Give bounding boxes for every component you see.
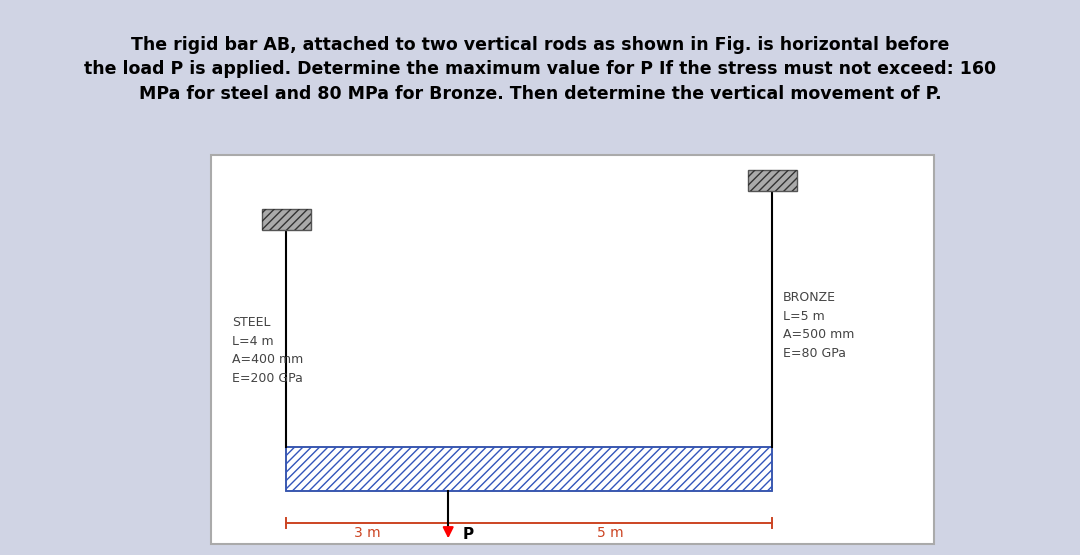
- Text: 3 m: 3 m: [354, 526, 380, 539]
- Bar: [286, 447, 772, 491]
- Text: The rigid bar AB, attached to two vertical rods as shown in Fig. is horizontal b: The rigid bar AB, attached to two vertic…: [84, 36, 996, 103]
- Bar: [747, 170, 797, 191]
- Text: P: P: [462, 527, 473, 542]
- Text: BRONZE
L=5 m
A=500 mm
E=80 GPa: BRONZE L=5 m A=500 mm E=80 GPa: [783, 291, 854, 360]
- Bar: [262, 209, 311, 230]
- Bar: [262, 209, 311, 230]
- Bar: [747, 170, 797, 191]
- Text: 5 m: 5 m: [597, 526, 623, 539]
- Bar: [211, 155, 934, 544]
- Text: STEEL
L=4 m
A=400 mm
E=200 GPa: STEEL L=4 m A=400 mm E=200 GPa: [232, 316, 303, 385]
- Bar: [286, 447, 772, 491]
